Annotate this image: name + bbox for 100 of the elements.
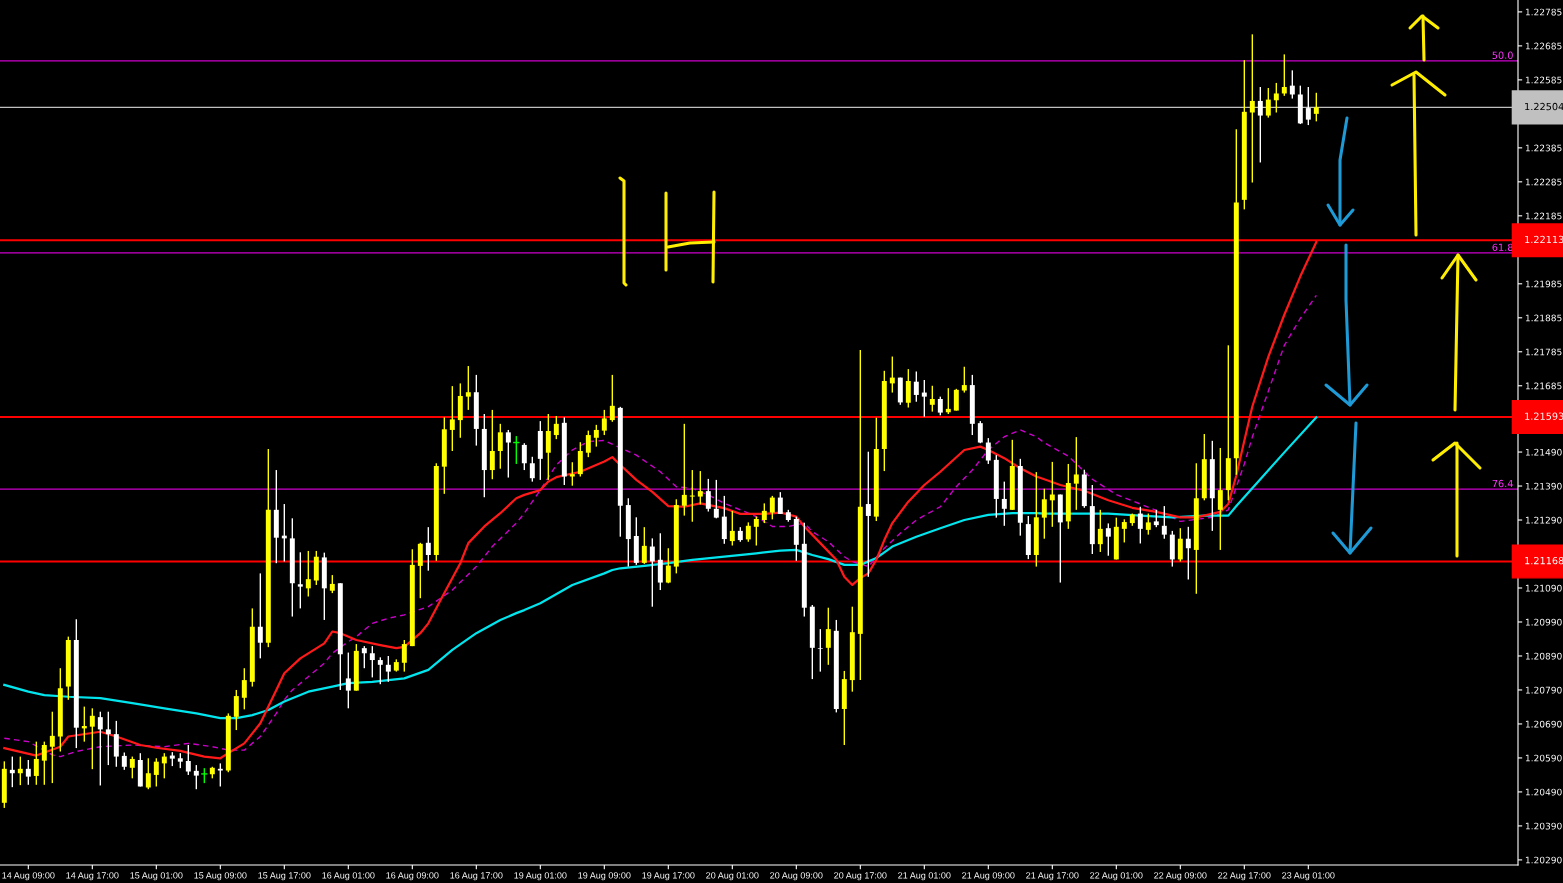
candlestick <box>665 547 671 584</box>
x-tick-label: 22 Aug 01:00 <box>1090 872 1143 881</box>
candlestick <box>1073 436 1079 511</box>
candlestick <box>1145 512 1151 536</box>
x-tick-label: 21 Aug 09:00 <box>962 872 1015 881</box>
y-tick-label: 1.22285 <box>1525 178 1562 186</box>
candlestick <box>609 374 615 423</box>
candlestick <box>905 368 911 409</box>
candlestick <box>105 711 111 766</box>
candlestick <box>329 574 335 594</box>
ref-line-label: 1.21168 <box>1525 556 1563 565</box>
y-tick-label: 1.20490 <box>1525 788 1562 796</box>
candlestick <box>1217 447 1223 551</box>
candlestick <box>33 740 39 786</box>
candlestick <box>697 470 703 506</box>
candlestick <box>345 651 351 710</box>
candlestick <box>825 607 831 666</box>
candlestick <box>689 469 695 523</box>
x-tick-label: 15 Aug 09:00 <box>194 872 247 881</box>
y-tick-label: 1.21290 <box>1525 516 1562 524</box>
line-series <box>3 416 1318 720</box>
candlestick <box>657 532 663 591</box>
annotation: 76.4 <box>1492 479 1513 488</box>
candlestick <box>1185 526 1191 581</box>
candlestick <box>361 645 367 669</box>
candlestick <box>385 655 391 683</box>
candlestick <box>1257 86 1263 164</box>
candlestick <box>497 423 503 470</box>
candlestick <box>961 366 967 394</box>
x-tick-label: 19 Aug 17:00 <box>642 872 695 881</box>
candlestick <box>89 707 95 770</box>
y-tick-label: 1.21490 <box>1525 448 1562 456</box>
candlestick <box>377 656 383 685</box>
candlestick <box>1105 522 1111 557</box>
candlestick <box>489 409 495 480</box>
x-tick-label: 16 Aug 09:00 <box>386 872 439 881</box>
candlestick <box>545 413 551 481</box>
candlestick <box>425 526 431 572</box>
candlestick <box>713 479 719 520</box>
y-tick-label: 1.21390 <box>1525 482 1562 490</box>
x-tick-label: 22 Aug 09:00 <box>1154 872 1207 881</box>
candlestick <box>313 550 319 586</box>
candlestick <box>913 370 919 403</box>
x-tick-label: 20 Aug 17:00 <box>834 872 887 881</box>
candlestick <box>1273 82 1279 114</box>
candlestick <box>17 755 23 786</box>
x-tick-label: 21 Aug 17:00 <box>1026 872 1079 881</box>
candlestick <box>449 385 455 452</box>
candlestick <box>1177 527 1183 563</box>
candlestick <box>1249 33 1255 184</box>
candlestick <box>401 639 407 673</box>
x-tick-label: 20 Aug 09:00 <box>770 872 823 881</box>
candlestick <box>505 429 511 479</box>
x-tick-label: 16 Aug 17:00 <box>450 872 503 881</box>
y-tick-label: 1.20990 <box>1525 618 1562 626</box>
ref-line-label: 1.21593 <box>1525 412 1563 420</box>
candlestick <box>745 521 751 543</box>
x-tick-label: 15 Aug 01:00 <box>130 872 183 881</box>
candlestick <box>1137 506 1143 545</box>
y-tick-label: 1.21685 <box>1525 382 1562 390</box>
y-tick-label: 1.20590 <box>1525 754 1562 762</box>
y-tick-label: 1.22685 <box>1525 42 1562 50</box>
candlestick <box>649 537 655 608</box>
candlestick <box>113 720 119 768</box>
candlestick <box>777 491 783 515</box>
candlestick <box>1281 53 1287 97</box>
x-tick-label: 19 Aug 09:00 <box>578 872 631 881</box>
candlestick <box>217 762 223 788</box>
candlestick <box>921 379 927 418</box>
candlestick <box>1313 92 1319 123</box>
candlestick <box>569 461 575 487</box>
candlestick <box>953 388 959 412</box>
candlestick <box>985 437 991 465</box>
candlestick <box>145 757 151 790</box>
y-tick-label: 1.21885 <box>1525 314 1562 322</box>
candlestick <box>233 689 239 731</box>
candlestick <box>25 759 31 786</box>
candlestick <box>705 478 711 513</box>
candlestick <box>1161 505 1167 540</box>
candlestick <box>129 755 135 780</box>
candlestick <box>729 510 735 547</box>
x-tick-label: 15 Aug 17:00 <box>258 872 311 881</box>
annotation: 50.0 <box>1492 51 1513 59</box>
y-tick-label: 1.20790 <box>1525 686 1562 694</box>
candlestick <box>769 495 775 521</box>
candlestick <box>1041 488 1047 540</box>
candlestick <box>369 645 375 679</box>
candlestick <box>1121 518 1127 544</box>
y-tick-label: 1.21985 <box>1525 280 1562 288</box>
y-tick-label: 1.22385 <box>1525 144 1562 152</box>
candlestick <box>641 526 647 565</box>
candlestick <box>193 764 199 790</box>
x-tick-label: 14 Aug 17:00 <box>66 872 119 881</box>
y-tick-label: 1.20390 <box>1525 822 1562 830</box>
candlestick <box>761 502 767 524</box>
candlestick <box>937 395 943 417</box>
y-tick-label: 1.22585 <box>1525 76 1562 84</box>
candlestick <box>577 441 583 478</box>
candlestick <box>185 744 191 776</box>
x-tick-label: 21 Aug 01:00 <box>898 872 951 881</box>
